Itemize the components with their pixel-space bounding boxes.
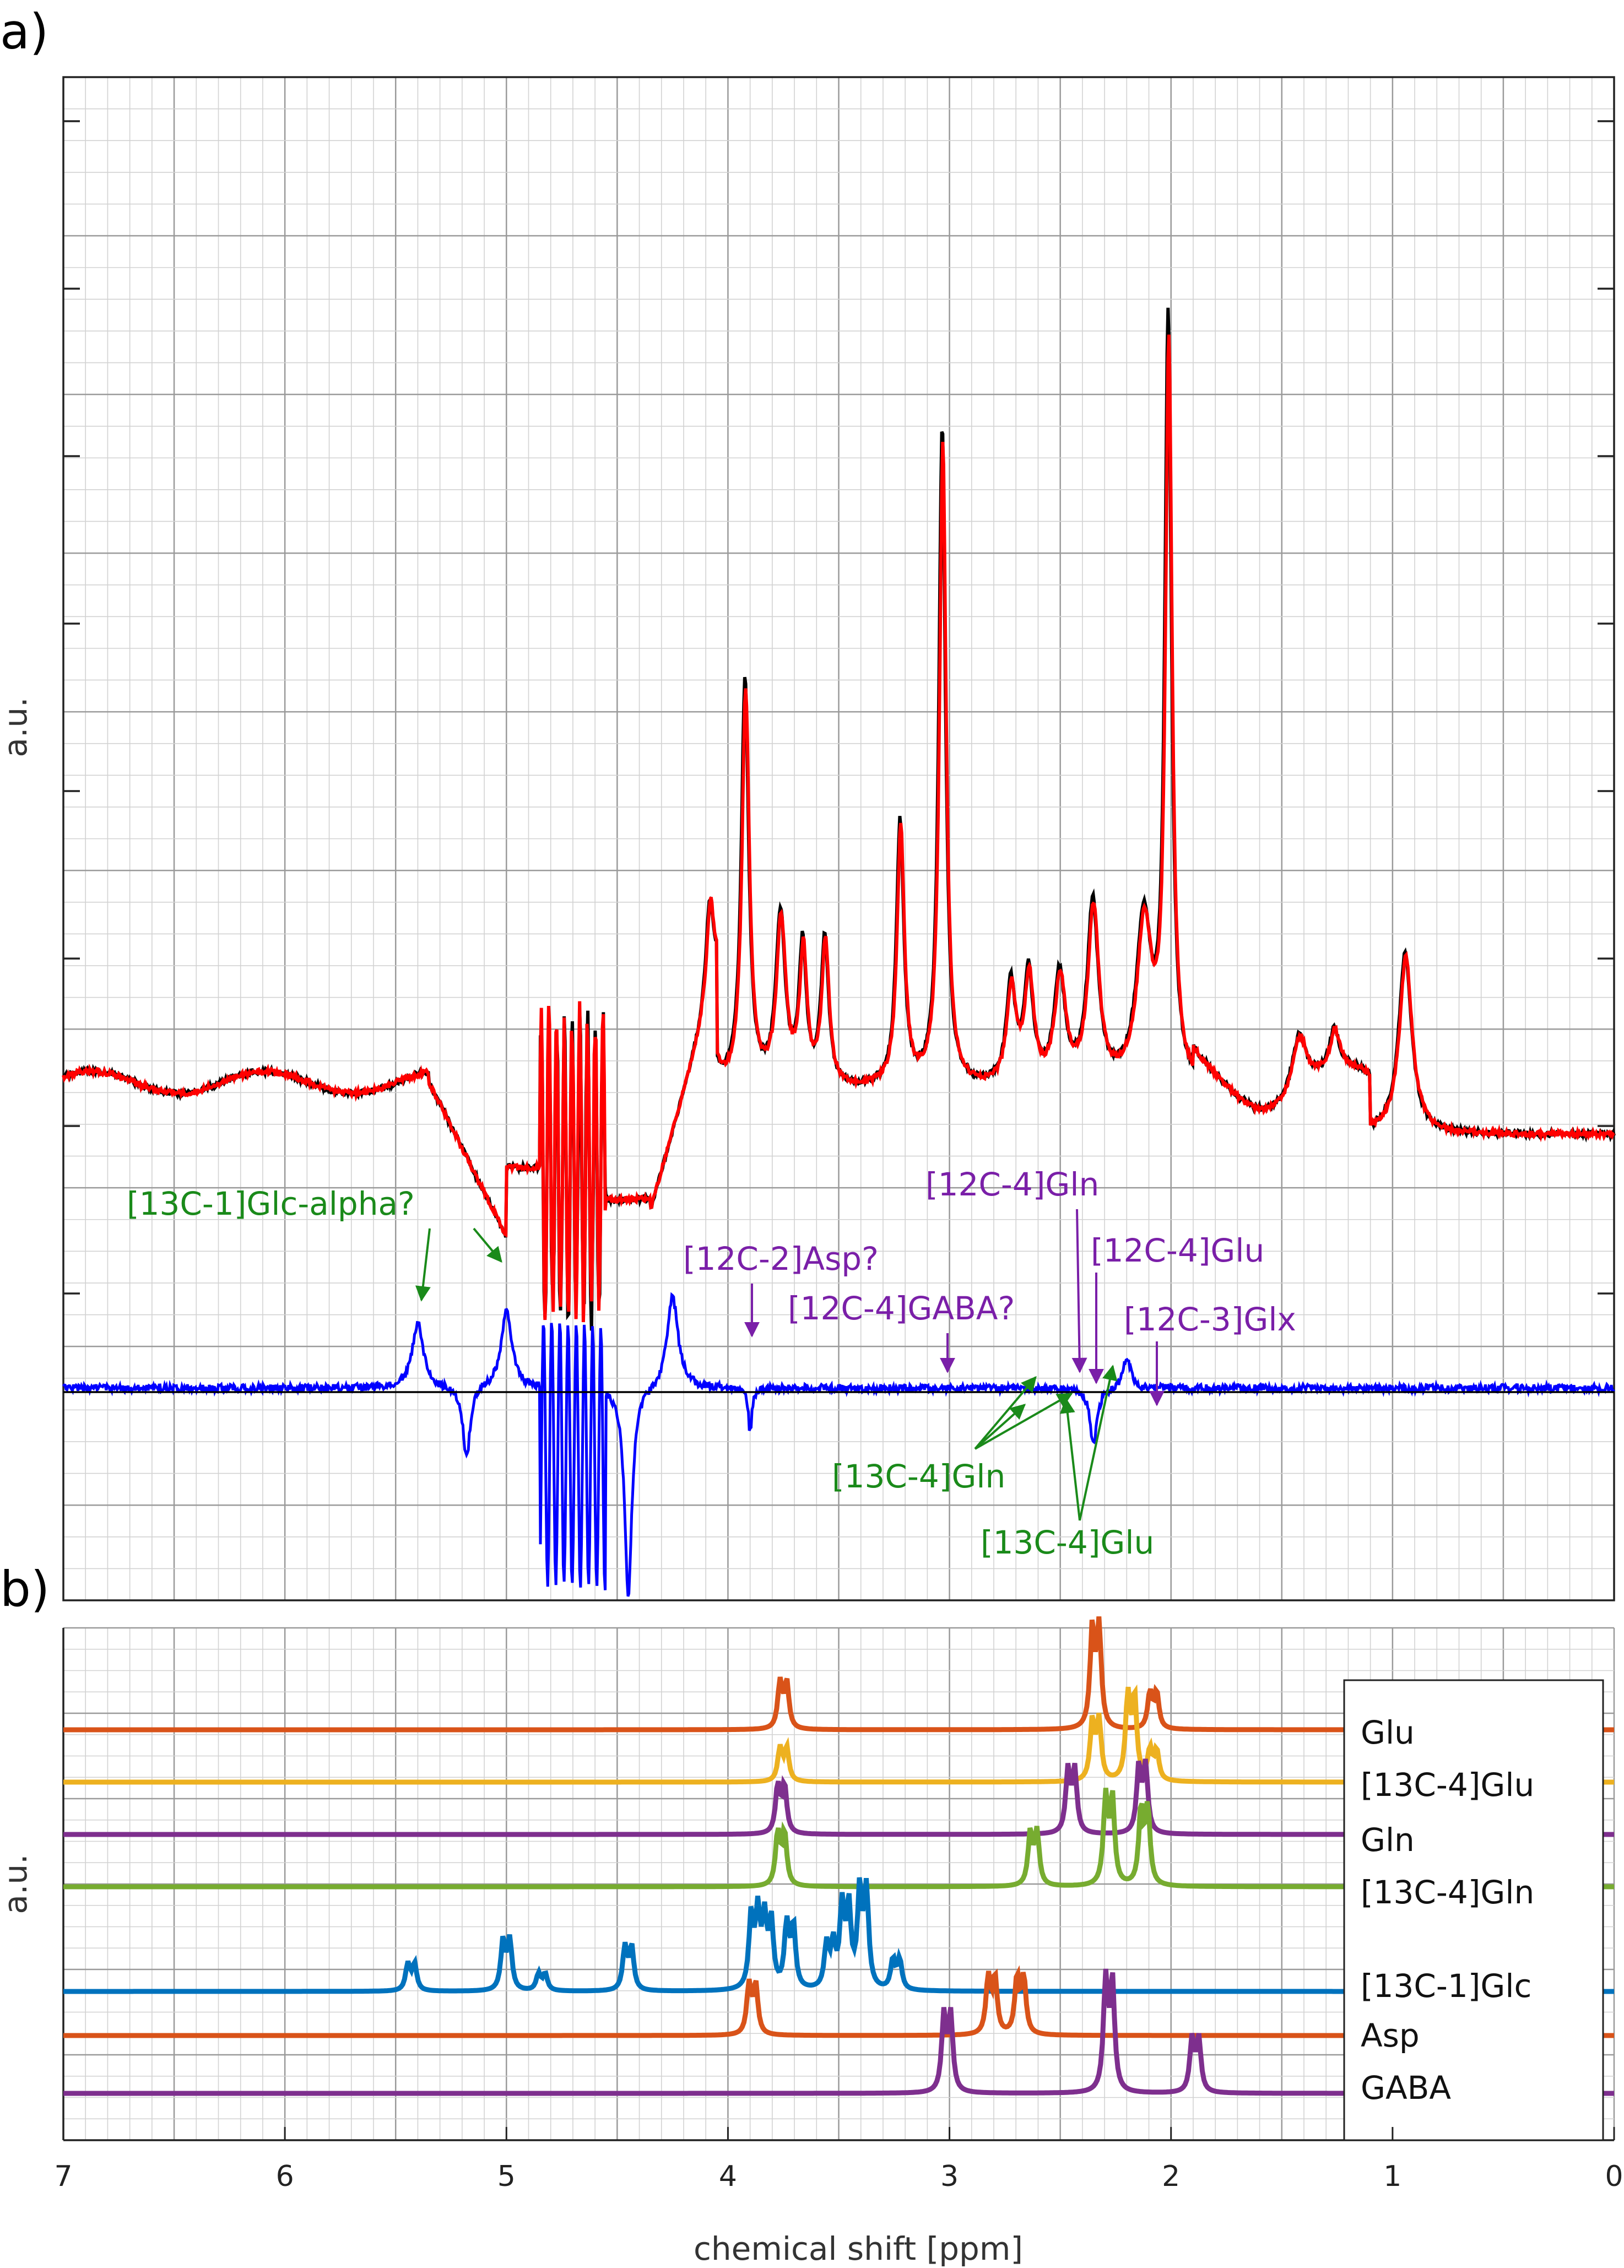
legend-entry: [13C-1]Glc xyxy=(1361,1967,1531,2005)
annotation-label: [13C-4]Glu xyxy=(981,1524,1154,1561)
x-tick-label: 2 xyxy=(1162,2160,1180,2193)
annotation-arrow xyxy=(1059,1398,1081,1521)
panel-a-annotations: [13C-1]Glc-alpha? [12C-4]Gln [12C-4]Glu [12… xyxy=(127,1166,1296,1561)
annotation-arrow xyxy=(1079,1365,1118,1521)
panel-b-label: b) xyxy=(0,1561,50,1617)
annotation-arrow xyxy=(415,1228,431,1302)
x-axis-label: chemical shift [ppm] xyxy=(694,2230,1023,2267)
panel-b-legend: Glu [13C-4]Glu Gln [13C-4]Gln [13C-1]Glc Asp G… xyxy=(1343,1679,1604,2141)
annotation-label: [12C-4]GABA? xyxy=(788,1290,1015,1327)
annotation-label: [12C-4]Gln xyxy=(925,1166,1099,1203)
annotation-arrow xyxy=(473,1227,502,1263)
x-tick-label: 5 xyxy=(497,2160,516,2193)
x-tick-label: 1 xyxy=(1383,2160,1401,2193)
x-tick-label: 6 xyxy=(276,2160,294,2193)
panel-a-traces xyxy=(62,307,1616,1597)
x-tick-label: 7 xyxy=(54,2160,72,2193)
legend-entry: Asp xyxy=(1361,2017,1420,2054)
x-tick-label: 4 xyxy=(719,2160,737,2193)
panel-a-label: a) xyxy=(0,3,48,60)
panel-b-grid xyxy=(62,1627,1615,2141)
panel-b-ylabel: a.u. xyxy=(0,1854,34,1914)
annotation-label: [12C-2]Asp? xyxy=(683,1240,879,1278)
difference-spectrum-blue xyxy=(62,1292,1615,1597)
annotation-label: [13C-1]Glc-alpha? xyxy=(127,1185,415,1222)
legend-entry: [13C-4]Glu xyxy=(1361,1766,1534,1804)
x-tick-label: 0 xyxy=(1605,2160,1623,2193)
spectrum-red xyxy=(62,334,1615,1323)
annotation-label: [13C-4]Gln xyxy=(832,1458,1005,1495)
legend-entry: Glu xyxy=(1361,1714,1415,1751)
x-tick-labels: 7 6 5 4 3 2 1 0 xyxy=(54,2127,1623,2193)
annotation-label: [12C-4]Glu xyxy=(1091,1232,1264,1269)
legend-entry: Gln xyxy=(1361,1821,1415,1859)
legend-box xyxy=(1343,1679,1604,2141)
panel-a-ylabel: a.u. xyxy=(0,697,34,757)
x-tick-label: 3 xyxy=(940,2160,959,2193)
annotation-label: [12C-3]Glx xyxy=(1124,1301,1296,1338)
legend-entry: GABA xyxy=(1361,2069,1451,2107)
panel-a-grid xyxy=(62,76,1615,1601)
annotation-arrow xyxy=(974,1404,1026,1450)
annotation-arrow xyxy=(975,1393,1073,1450)
annotation-arrow xyxy=(1071,1209,1087,1373)
panel-a-frame xyxy=(62,76,1615,1601)
legend-entry: [13C-4]Gln xyxy=(1361,1874,1534,1911)
annotation-arrow xyxy=(974,1376,1037,1450)
